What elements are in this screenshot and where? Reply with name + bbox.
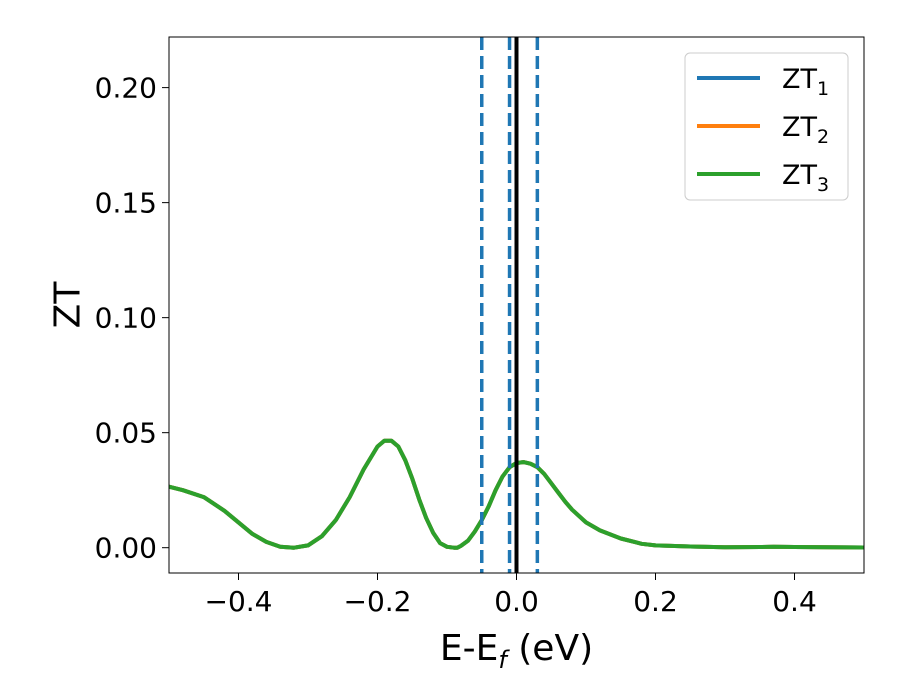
legend-label-zt1: ZT1 xyxy=(782,64,829,100)
legend-label-zt2: ZT2 xyxy=(782,112,829,148)
legend-label-zt3: ZT3 xyxy=(782,160,829,196)
y-tick-label: 0.05 xyxy=(95,417,157,450)
y-tick-label: 0.20 xyxy=(95,72,157,105)
x-tick-label: 0.4 xyxy=(772,585,817,618)
legend: ZT1 ZT2 ZT3 xyxy=(684,52,849,201)
x-tick-label: 0.2 xyxy=(633,585,678,618)
series-layer xyxy=(169,438,864,550)
legend-box xyxy=(684,52,849,201)
y-tick-label: 0.10 xyxy=(95,302,157,335)
x-tick-label: −0.2 xyxy=(344,585,412,618)
y-tick-label: 0.00 xyxy=(95,532,157,565)
x-tick-label: 0.0 xyxy=(494,585,539,618)
y-axis: 0.00 0.05 0.10 0.15 0.20 xyxy=(95,72,169,565)
y-axis-label: ZT xyxy=(48,281,89,329)
vertical-marker-layer xyxy=(480,37,540,573)
x-axis-label: E-Ef (eV) xyxy=(440,628,593,674)
x-axis: −0.4 −0.2 0.0 0.2 0.4 xyxy=(205,573,817,618)
series-line-zt3 xyxy=(169,438,864,550)
y-tick-label: 0.15 xyxy=(95,187,157,220)
x-tick-label: −0.4 xyxy=(205,585,273,618)
